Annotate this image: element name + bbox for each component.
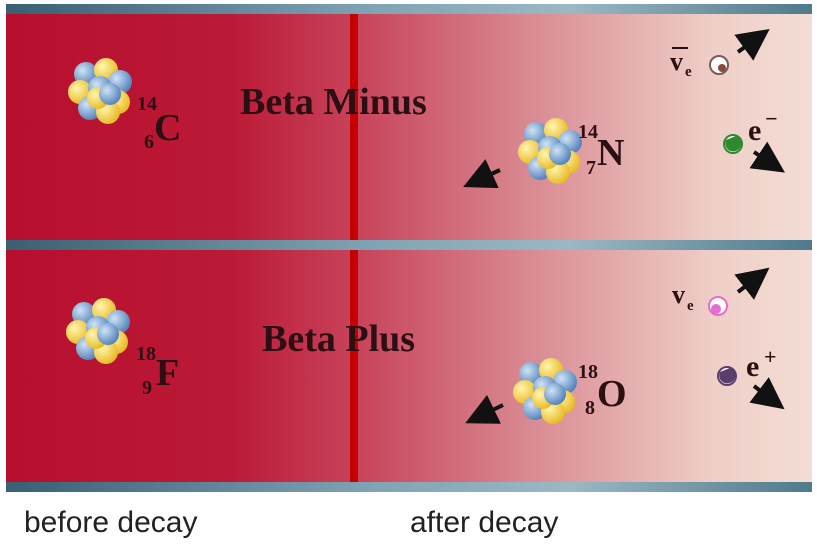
nitrogen-recoil-arrow-icon — [463, 159, 501, 189]
beta-plus-background — [6, 250, 812, 482]
neutrino-subscript: e — [687, 298, 694, 314]
beta-minus-divider — [350, 14, 358, 240]
bottom-frame-bar — [6, 482, 812, 492]
beta-plus-title: Beta Plus — [262, 318, 415, 360]
fluorine-mass-number: 18 — [136, 343, 156, 365]
carbon-nucleus-icon — [68, 58, 132, 124]
beta-minus-background — [6, 14, 812, 240]
beta-minus-title: Beta Minus — [240, 81, 427, 123]
antineutrino-arrow-icon — [734, 28, 770, 61]
oxygen-mass-number: 18 — [578, 361, 598, 383]
nitrogen-nucleus-icon — [518, 118, 582, 184]
carbon-atomic-number: 6 — [144, 131, 154, 153]
antineutrino-symbol: v — [670, 47, 683, 76]
electron-arrow-icon — [749, 141, 785, 173]
electron-charge: − — [765, 106, 778, 131]
middle-frame-bar — [6, 240, 812, 250]
antineutrino-subscript: e — [685, 64, 692, 80]
fluorine-atomic-number: 9 — [142, 377, 152, 399]
neutrino-symbol: v — [672, 280, 685, 309]
beta-minus-panel — [6, 14, 812, 240]
oxygen-recoil-arrow-icon — [465, 394, 504, 424]
antineutrino-particle-icon — [709, 55, 729, 75]
oxygen-atomic-number: 8 — [585, 397, 595, 419]
positron-arrow-icon — [749, 377, 785, 410]
nitrogen-symbol: N — [597, 132, 624, 174]
after-decay-caption: after decay — [410, 506, 559, 539]
nitrogen-atomic-number: 7 — [586, 157, 596, 179]
oxygen-nucleus-icon — [513, 358, 577, 424]
fluorine-nucleus-icon — [66, 298, 130, 364]
beta-plus-panel — [6, 250, 812, 482]
carbon-symbol: C — [154, 107, 181, 149]
carbon-mass-number: 14 — [137, 93, 157, 115]
beta-plus-divider — [350, 250, 358, 482]
oxygen-symbol: O — [597, 373, 627, 415]
fluorine-symbol: F — [156, 352, 179, 394]
before-decay-caption: before decay — [24, 506, 198, 539]
electron-symbol: e — [748, 114, 761, 147]
nitrogen-mass-number: 14 — [578, 121, 598, 143]
neutrino-arrow-icon — [734, 267, 770, 300]
positron-charge: + — [764, 344, 777, 369]
top-frame-bar — [6, 4, 812, 14]
positron-symbol: e — [746, 350, 759, 383]
